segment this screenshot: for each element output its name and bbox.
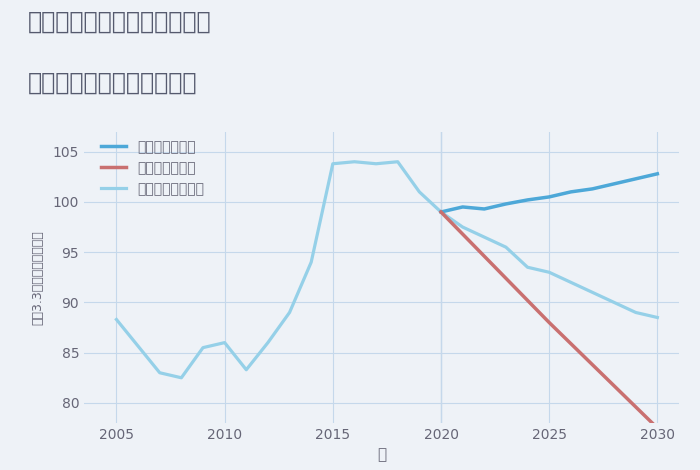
ノーマルシナリオ — [307, 259, 316, 265]
ノーマルシナリオ — [328, 161, 337, 166]
ノーマルシナリオ — [524, 265, 532, 270]
グッドシナリオ — [653, 171, 662, 177]
グッドシナリオ — [566, 189, 575, 195]
ノーマルシナリオ — [177, 375, 186, 381]
ノーマルシナリオ — [372, 161, 380, 166]
グッドシナリオ — [480, 206, 489, 212]
ノーマルシナリオ — [199, 345, 207, 351]
ノーマルシナリオ — [242, 367, 251, 373]
ノーマルシナリオ — [502, 244, 510, 250]
グッドシナリオ — [631, 176, 640, 181]
ノーマルシナリオ — [112, 317, 120, 322]
X-axis label: 年: 年 — [377, 447, 386, 462]
ノーマルシナリオ — [393, 159, 402, 164]
Line: グッドシナリオ: グッドシナリオ — [441, 174, 657, 212]
ノーマルシナリオ — [458, 224, 467, 230]
ノーマルシナリオ — [566, 280, 575, 285]
ノーマルシナリオ — [155, 370, 164, 376]
バッドシナリオ — [545, 320, 554, 325]
ノーマルシナリオ — [610, 299, 618, 305]
グッドシナリオ — [458, 204, 467, 210]
Legend: グッドシナリオ, バッドシナリオ, ノーマルシナリオ: グッドシナリオ, バッドシナリオ, ノーマルシナリオ — [96, 134, 210, 202]
ノーマルシナリオ — [220, 340, 229, 345]
バッドシナリオ — [437, 209, 445, 215]
Text: 中古マンションの価格推移: 中古マンションの価格推移 — [28, 70, 197, 94]
ノーマルシナリオ — [631, 310, 640, 315]
グッドシナリオ — [437, 209, 445, 215]
ノーマルシナリオ — [350, 159, 358, 164]
Line: ノーマルシナリオ: ノーマルシナリオ — [116, 162, 657, 378]
Line: バッドシナリオ: バッドシナリオ — [441, 212, 657, 428]
グッドシナリオ — [524, 197, 532, 203]
グッドシナリオ — [588, 186, 596, 192]
ノーマルシナリオ — [286, 310, 294, 315]
ノーマルシナリオ — [545, 269, 554, 275]
バッドシナリオ — [653, 425, 662, 431]
ノーマルシナリオ — [480, 234, 489, 240]
ノーマルシナリオ — [653, 315, 662, 321]
グッドシナリオ — [502, 201, 510, 207]
ノーマルシナリオ — [588, 290, 596, 295]
ノーマルシナリオ — [264, 340, 272, 345]
グッドシナリオ — [545, 194, 554, 200]
Y-axis label: 坪（3.3㎡）単価（万円）: 坪（3.3㎡）単価（万円） — [32, 230, 44, 325]
ノーマルシナリオ — [415, 189, 424, 195]
ノーマルシナリオ — [437, 209, 445, 215]
Text: 千葉県千葉市若葉区大宮台の: 千葉県千葉市若葉区大宮台の — [28, 9, 211, 33]
グッドシナリオ — [610, 181, 618, 187]
